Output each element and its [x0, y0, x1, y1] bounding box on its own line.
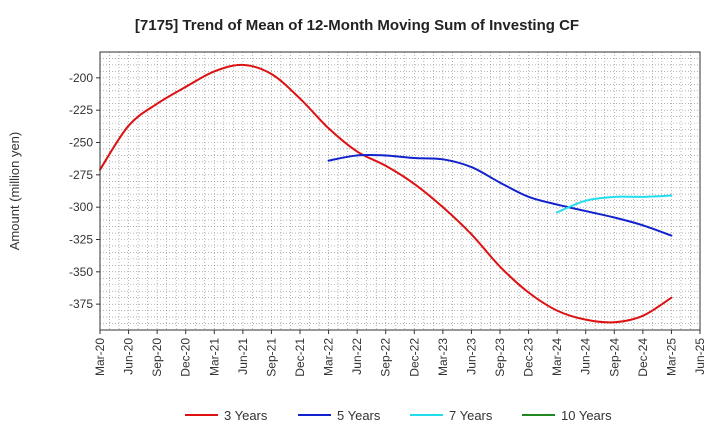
series-line-7-years	[556, 194, 673, 214]
x-tick-label: Jun-25	[693, 338, 707, 375]
series-line-3-years	[99, 63, 673, 324]
grid	[100, 52, 700, 330]
legend-label-7-years: 7 Years	[449, 408, 493, 423]
series-lines	[99, 63, 673, 324]
y-tick-label: -275	[69, 168, 93, 182]
y-tick-label: -225	[69, 103, 93, 117]
y-axis-label: Amount (million yen)	[7, 132, 22, 251]
x-tick-label: Dec-20	[179, 338, 193, 377]
x-tick-label: Jun-21	[236, 338, 250, 375]
x-tick-label: Dec-22	[407, 338, 421, 377]
x-tick-label: Jun-20	[122, 338, 136, 375]
y-tick-label: -375	[69, 297, 93, 311]
x-tick-label: Sep-23	[493, 338, 507, 377]
legend-label-10-years: 10 Years	[561, 408, 612, 423]
legend: 3 Years 5 Years 7 Years 10 Years	[185, 408, 612, 423]
plot-area	[100, 52, 700, 330]
y-tick-label: -300	[69, 200, 93, 214]
x-tick-label: Mar-20	[93, 338, 107, 376]
x-tick-label: Mar-23	[436, 338, 450, 376]
x-tick-label: Sep-22	[379, 338, 393, 377]
y-tick-label: -250	[69, 136, 93, 150]
x-tick-label: Dec-23	[522, 338, 536, 377]
x-tick-label: Mar-25	[664, 338, 678, 376]
x-tick-label: Dec-21	[293, 338, 307, 377]
x-tick-label: Sep-24	[607, 338, 621, 377]
y-axis-ticks: -200 -225 -250 -275 -300 -325 -350 -375	[69, 71, 100, 311]
y-tick-label: -200	[69, 71, 93, 85]
x-tick-label: Jun-24	[579, 338, 593, 375]
x-tick-label: Dec-24	[636, 338, 650, 377]
series-line-5-years	[327, 153, 673, 237]
legend-label-3-years: 3 Years	[224, 408, 268, 423]
chart-title: [7175] Trend of Mean of 12-Month Moving …	[135, 17, 579, 34]
y-tick-label: -350	[69, 265, 93, 279]
y-tick-label: -325	[69, 232, 93, 246]
x-axis-ticks: Mar-20 Jun-20 Sep-20 Dec-20 Mar-21 Jun-21 Sep-…	[93, 330, 707, 377]
x-tick-label: Sep-20	[150, 338, 164, 377]
plot-frame	[99, 51, 701, 331]
x-tick-label: Jun-23	[464, 338, 478, 375]
x-tick-label: Mar-24	[550, 338, 564, 376]
x-tick-label: Jun-22	[350, 338, 364, 375]
x-tick-label: Mar-21	[207, 338, 221, 376]
legend-label-5-years: 5 Years	[337, 408, 381, 423]
x-tick-label: Sep-21	[264, 338, 278, 377]
x-tick-label: Mar-22	[322, 338, 336, 376]
